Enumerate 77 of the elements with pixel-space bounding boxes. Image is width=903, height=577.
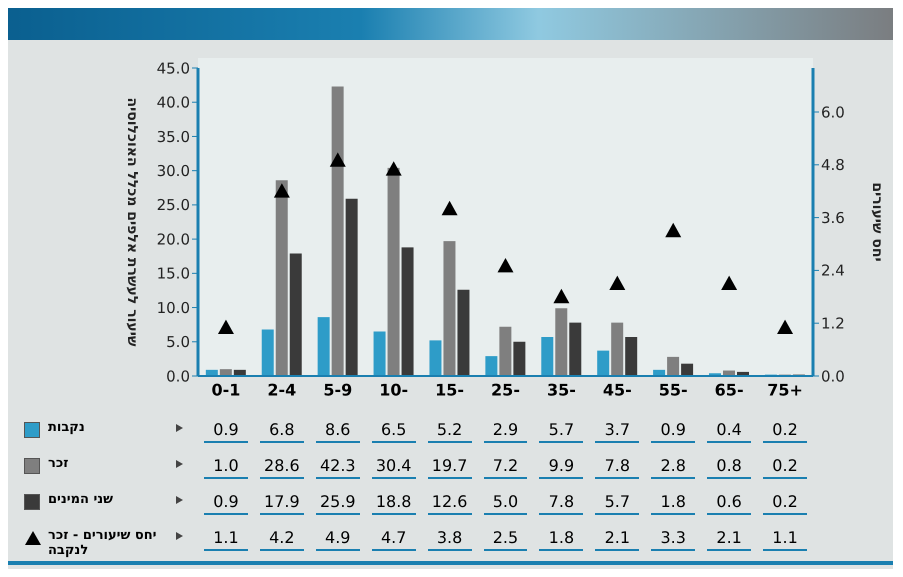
data-label: 25.9 xyxy=(316,492,360,515)
x-tick-label: 35- xyxy=(546,380,576,400)
y-tick-label: 5.0 xyxy=(166,333,190,352)
data-label: 0.9 xyxy=(651,420,696,443)
data-label: 2.5 xyxy=(484,528,528,551)
x-tick-label: 65- xyxy=(714,380,744,400)
y-tick-label: 15.0 xyxy=(156,264,190,283)
data-label: 2.9 xyxy=(484,420,528,443)
data-label: 0.8 xyxy=(707,456,752,479)
y-tick-label: 20.0 xyxy=(156,230,190,248)
y-axis-title: שיעור לעשרת אלפים מכלל האוכלוסיה xyxy=(124,97,140,347)
data-label: 5.7 xyxy=(595,492,640,515)
x-tick-label: 25- xyxy=(491,380,520,400)
data-label: 0.9 xyxy=(204,492,248,515)
data-label: 0.2 xyxy=(763,456,807,479)
x-tick-label: 45- xyxy=(602,380,632,400)
data-label: 1.1 xyxy=(204,528,248,551)
y-tick-label: 40.0 xyxy=(156,94,190,112)
data-label: 3.7 xyxy=(595,420,640,443)
y-tick-label: 25.0 xyxy=(156,196,190,214)
y2-tick-label: 4.8 xyxy=(821,156,845,174)
data-label: 7.2 xyxy=(484,456,528,479)
data-label: 2.8 xyxy=(651,456,696,479)
y2-tick-label: 3.6 xyxy=(821,208,845,227)
data-label: 7.8 xyxy=(539,492,584,515)
data-label: 7.8 xyxy=(595,456,640,479)
data-label: 30.4 xyxy=(372,456,416,479)
data-label: 6.5 xyxy=(372,420,416,443)
data-label: 17.9 xyxy=(260,492,304,515)
data-label: 0.9 xyxy=(204,420,248,443)
data-label: 19.7 xyxy=(428,456,472,479)
data-label: 42.3 xyxy=(316,456,360,479)
data-label: 1.1 xyxy=(763,528,807,551)
data-label: 9.9 xyxy=(539,456,584,479)
data-label: 0.2 xyxy=(763,420,807,443)
x-tick-label: 2-4 xyxy=(267,380,296,400)
data-label: 3.3 xyxy=(651,528,696,551)
legend-label: שני המינים xyxy=(48,492,114,507)
data-label: 28.6 xyxy=(260,456,304,479)
data-label: 12.6 xyxy=(428,492,472,515)
data-label: 3.8 xyxy=(428,528,472,551)
x-tick-label: 55- xyxy=(658,380,688,400)
data-label: 4.2 xyxy=(260,528,304,551)
data-label: 6.8 xyxy=(260,420,304,443)
y2-tick-label: 1.2 xyxy=(821,314,845,333)
y2-tick-label: 0.0 xyxy=(821,367,845,386)
data-label: 0.2 xyxy=(763,492,807,515)
data-label: 2.1 xyxy=(707,528,752,551)
legend-label: זכר xyxy=(48,456,68,471)
legend-label: נקבות xyxy=(48,420,85,435)
data-label: 4.9 xyxy=(316,528,360,551)
data-label: 5.2 xyxy=(428,420,472,443)
y2-tick-label: 6.0 xyxy=(821,103,845,122)
y-tick-label: 10.0 xyxy=(156,298,190,317)
x-tick-label: 0-1 xyxy=(212,380,240,400)
data-label: 8.6 xyxy=(316,420,360,443)
x-tick-label: 10- xyxy=(379,380,408,400)
y-tick-label: 45.0 xyxy=(156,59,190,78)
x-tick-label: 5-9 xyxy=(323,380,352,400)
y2-axis-title: יחס שיעורים xyxy=(869,182,886,262)
data-label: 18.8 xyxy=(372,492,416,515)
legend-label: יחס שיעורים - זכר לנקבה xyxy=(48,528,158,558)
x-tick-label: 75+ xyxy=(767,380,803,400)
data-label: 5.7 xyxy=(539,420,584,443)
data-label: 0.4 xyxy=(707,420,752,443)
y-tick-label: 0.0 xyxy=(166,367,190,386)
data-label: 1.8 xyxy=(651,492,696,515)
data-label: 0.6 xyxy=(707,492,752,515)
y-tick-label: 30.0 xyxy=(156,162,190,180)
x-tick-label: 15- xyxy=(435,380,464,400)
data-label: 1.0 xyxy=(204,456,248,479)
data-label: 5.0 xyxy=(484,492,528,515)
data-label: 1.8 xyxy=(539,528,584,551)
y2-tick-label: 2.4 xyxy=(821,262,845,280)
data-label: 2.1 xyxy=(595,528,640,551)
y-tick-label: 35.0 xyxy=(156,128,190,146)
data-label: 4.7 xyxy=(372,528,416,551)
